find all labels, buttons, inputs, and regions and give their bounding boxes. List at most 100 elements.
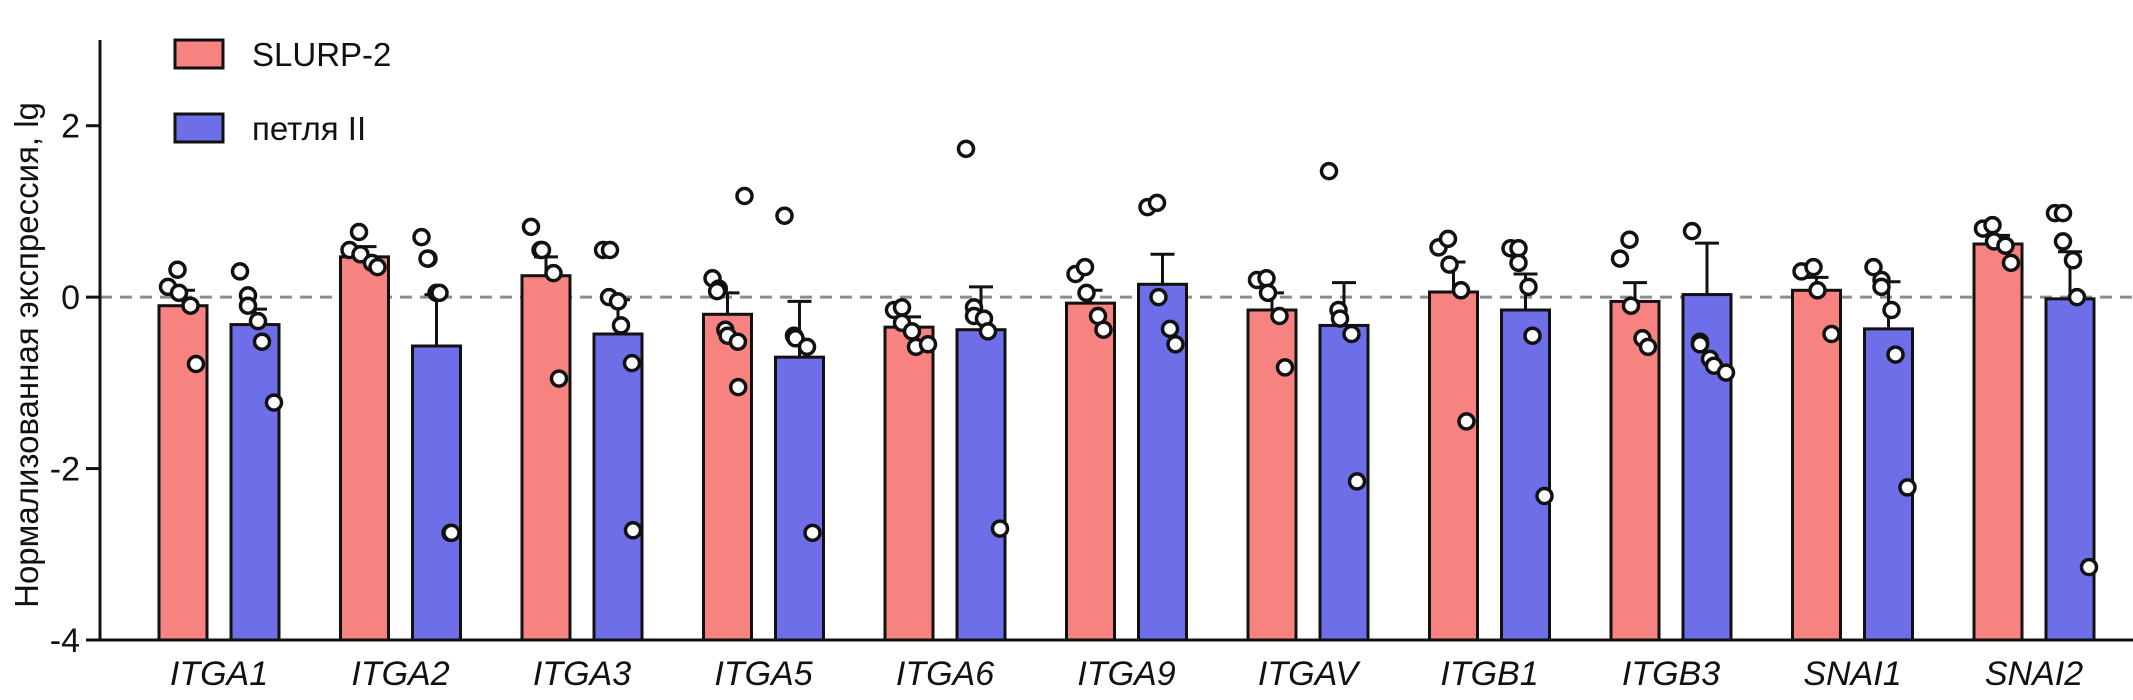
data-point-itga9-slurp2-2 bbox=[1077, 283, 1096, 303]
bar-itga5-slurp2 bbox=[702, 312, 753, 642]
data-point-itgav-slurp2-1 bbox=[1257, 269, 1276, 288]
bar-itga9-slurp2 bbox=[1065, 301, 1116, 642]
legend-swatch-1 bbox=[173, 112, 225, 144]
data-point-itgb1-loop2-4 bbox=[1523, 326, 1542, 345]
data-point-itga9-slurp2-1 bbox=[1075, 257, 1095, 277]
x-tick-label-itga2: ITGA2 bbox=[351, 655, 449, 693]
data-point-snai2-loop2-5 bbox=[2079, 557, 2099, 577]
data-point-itga2-loop2-6 bbox=[442, 523, 461, 543]
data-point-itgb1-slurp2-2 bbox=[1440, 255, 1459, 274]
data-point-itga6-loop2-0 bbox=[956, 139, 976, 159]
data-point-snai1-loop2-0 bbox=[1864, 257, 1883, 277]
x-tick-label-snai1: SNAI1 bbox=[1803, 655, 1901, 693]
data-point-itgav-loop2-4 bbox=[1347, 472, 1367, 491]
data-point-itgb1-loop2-3 bbox=[1519, 277, 1538, 297]
data-point-itga9-loop2-4 bbox=[1166, 335, 1185, 354]
data-point-itga1-slurp2-4 bbox=[186, 354, 206, 374]
bar-itga1-loop2 bbox=[229, 323, 281, 642]
bar-itga5-loop2 bbox=[774, 355, 825, 642]
bar-snai1-slurp2 bbox=[1791, 288, 1842, 642]
data-point-snai1-loop2-4 bbox=[1886, 345, 1905, 364]
data-point-snai1-slurp2-2 bbox=[1808, 281, 1827, 300]
bar-snai2-loop2 bbox=[2044, 297, 2096, 642]
data-point-itga3-slurp2-2 bbox=[532, 240, 552, 260]
bar-itga2-slurp2 bbox=[339, 255, 390, 642]
data-point-snai2-slurp2-1 bbox=[1983, 215, 2002, 235]
data-point-itga6-loop2-5 bbox=[990, 519, 1010, 538]
legend-label-1: петля II bbox=[252, 110, 366, 147]
axes-group: ITGA1 ITGA2 ITGA3 ITGA5 ITGA6 ITGA9 ITGAV ITGB1… bbox=[8, 40, 2133, 693]
bar-snai2-slurp2 bbox=[1972, 242, 2024, 642]
x-tick-label-itgb3: ITGB3 bbox=[1622, 655, 1720, 693]
bar-itgb3-slurp2 bbox=[1609, 299, 1661, 642]
x-tick-label-snai2: SNAI2 bbox=[1985, 655, 2083, 693]
data-point-snai2-loop2-1 bbox=[2053, 203, 2073, 223]
data-point-itga1-loop2-5 bbox=[264, 393, 284, 412]
data-point-itga2-loop2-0 bbox=[412, 227, 431, 247]
y-tick-label-3: -4 bbox=[50, 622, 80, 660]
data-point-itgb3-slurp2-2 bbox=[1621, 296, 1641, 315]
data-point-snai1-loop2-5 bbox=[1898, 478, 1917, 497]
data-point-itgb1-slurp2-4 bbox=[1457, 412, 1476, 431]
data-point-itgav-loop2-2 bbox=[1330, 309, 1350, 328]
data-point-itga1-slurp2-2 bbox=[169, 283, 189, 303]
data-point-snai2-slurp2-3 bbox=[1996, 236, 2015, 255]
x-tick-label-itga9: ITGA9 bbox=[1077, 655, 1175, 693]
legend-label-0: SLURP-2 bbox=[252, 36, 391, 73]
data-point-itga1-slurp2-3 bbox=[181, 296, 200, 315]
data-point-itga5-slurp2-5 bbox=[728, 332, 748, 351]
data-point-itgb1-slurp2-1 bbox=[1438, 229, 1458, 249]
data-point-itga6-slurp2-3 bbox=[902, 322, 922, 341]
data-point-itga9-slurp2-4 bbox=[1094, 320, 1113, 339]
data-point-snai1-loop2-3 bbox=[1882, 300, 1901, 320]
data-point-itga5-loop2-3 bbox=[797, 337, 817, 357]
data-point-itga9-loop2-1 bbox=[1147, 193, 1167, 213]
data-point-itgb1-loop2-5 bbox=[1535, 486, 1554, 506]
bar-itga6-loop2 bbox=[955, 328, 1007, 642]
bar-itgb1-loop2 bbox=[1500, 308, 1551, 642]
data-point-itga3-loop2-3 bbox=[608, 292, 628, 311]
data-point-snai2-loop2-4 bbox=[2067, 287, 2087, 307]
data-point-itga5-slurp2-2 bbox=[707, 281, 727, 301]
data-point-itgb3-slurp2-0 bbox=[1610, 249, 1630, 268]
data-point-itgb3-slurp2-1 bbox=[1620, 230, 1639, 249]
data-point-itgb1-loop2-1 bbox=[1509, 239, 1528, 258]
points-group bbox=[158, 139, 2099, 577]
data-point-itgav-slurp2-2 bbox=[1258, 283, 1278, 303]
bars-group bbox=[157, 233, 2096, 642]
data-point-itgb1-slurp2-3 bbox=[1451, 281, 1471, 300]
x-tick-label-itga3: ITGA3 bbox=[533, 655, 631, 693]
data-point-itga1-slurp2-1 bbox=[168, 260, 187, 279]
x-tick-label-itga5: ITGA5 bbox=[714, 655, 812, 693]
bar-itga3-loop2 bbox=[592, 332, 644, 642]
data-point-snai2-loop2-2 bbox=[2053, 232, 2073, 251]
y-tick-label-1: 0 bbox=[61, 279, 80, 317]
data-point-itga2-slurp2-1 bbox=[349, 222, 369, 242]
bar-itga3-slurp2 bbox=[520, 274, 572, 642]
y-tick-label-2: -2 bbox=[50, 451, 80, 489]
data-point-snai2-loop2-3 bbox=[2063, 251, 2083, 270]
x-tick-label-itgav: ITGAV bbox=[1258, 655, 1361, 693]
data-point-itga1-loop2-0 bbox=[230, 262, 250, 281]
data-point-snai1-slurp2-3 bbox=[1822, 324, 1841, 344]
bar-itga6-slurp2 bbox=[883, 325, 935, 642]
data-point-itga9-loop2-2 bbox=[1149, 287, 1168, 307]
bar-itga2-loop2 bbox=[411, 344, 462, 642]
data-point-itgav-slurp2-4 bbox=[1275, 358, 1295, 377]
y-tick-label-0: 2 bbox=[61, 108, 80, 146]
data-point-itga2-loop2-4 bbox=[430, 283, 449, 303]
data-point-itga2-slurp2-4 bbox=[368, 257, 387, 277]
data-point-itga3-slurp2-3 bbox=[544, 263, 563, 283]
data-point-itgb3-loop2-5 bbox=[1716, 363, 1736, 382]
data-point-itgav-loop2-0 bbox=[1319, 161, 1339, 181]
data-point-itgb3-slurp2-4 bbox=[1638, 337, 1658, 357]
bar-itgb1-slurp2 bbox=[1428, 290, 1479, 642]
data-point-itga1-loop2-2 bbox=[238, 296, 258, 315]
data-point-itga5-slurp2-6 bbox=[728, 377, 748, 397]
data-point-itga9-loop2-3 bbox=[1160, 319, 1180, 339]
data-point-snai1-loop2-2 bbox=[1872, 277, 1891, 297]
data-point-itgb1-loop2-2 bbox=[1509, 253, 1528, 273]
data-point-snai1-slurp2-1 bbox=[1804, 257, 1823, 277]
x-tick-label-itga1: ITGA1 bbox=[170, 655, 268, 693]
